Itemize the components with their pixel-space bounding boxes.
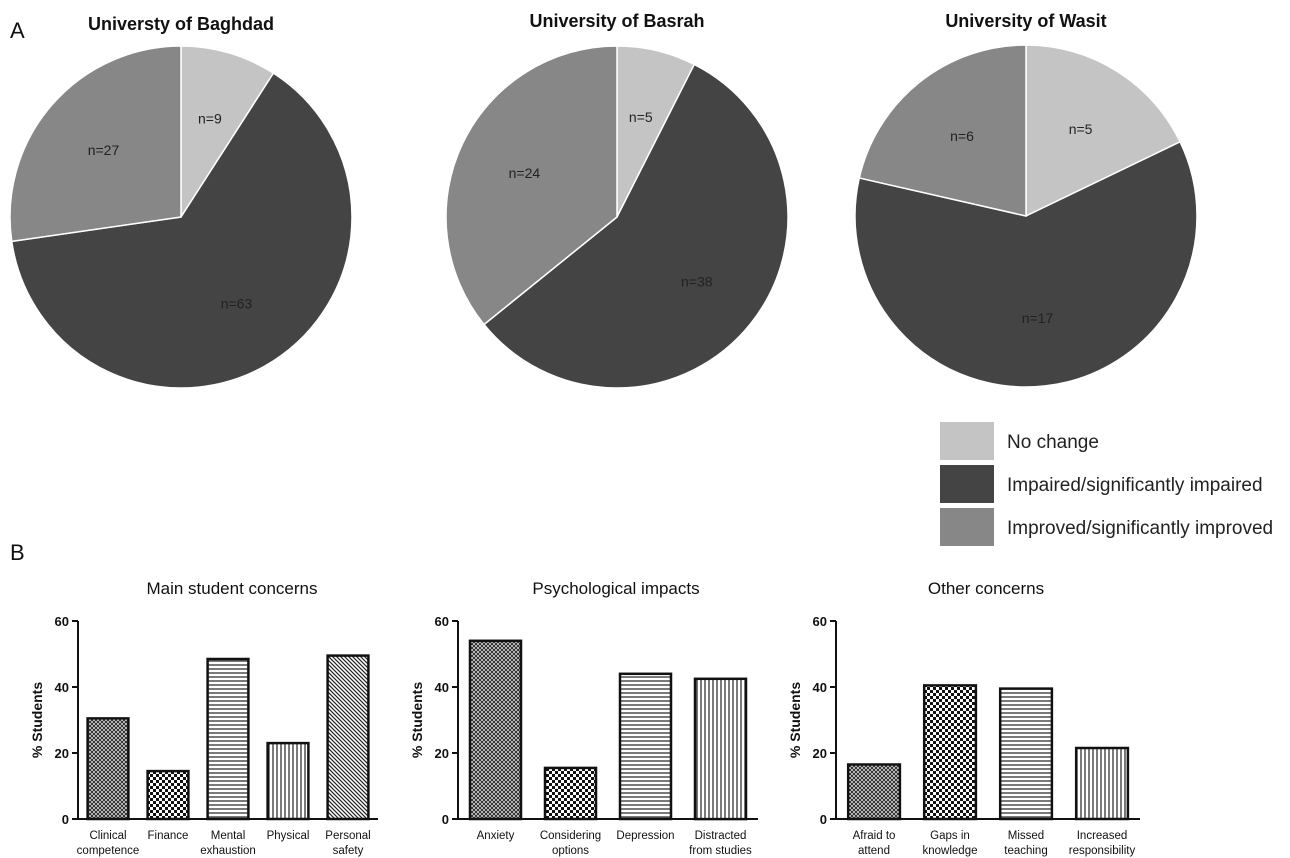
bar — [618, 672, 673, 821]
x-category-label: Distracted from studies — [689, 830, 752, 857]
bar — [86, 717, 130, 821]
x-category-label: Depression — [616, 830, 674, 842]
bar — [998, 687, 1054, 821]
legend-item: Impaired/significantly impaired — [940, 465, 1263, 503]
pie-chart: Universty of Baghdad n=9 n=63 n=27 — [9, 14, 353, 389]
pie-slice-improved — [445, 45, 618, 326]
y-tick-label: 0 — [62, 812, 69, 827]
legend-swatch — [940, 465, 994, 503]
bar-chart: Other concerns % Students 0 20 40 60 Afraid to… — [787, 579, 1140, 857]
bar-charts: Main student concerns % Students 0 20 40 60 Cl… — [29, 579, 1140, 857]
y-axis-label: % Students — [787, 682, 803, 758]
y-tick-label: 60 — [435, 614, 449, 629]
panel-label-b: B — [10, 540, 25, 565]
x-category-label: Mental exhaustion — [200, 830, 256, 857]
x-category-label: Finance — [148, 830, 189, 842]
pie-slice-improved — [9, 45, 182, 243]
legend-swatch — [940, 508, 994, 546]
legend-item: No change — [940, 422, 1099, 460]
y-tick-label: 60 — [813, 614, 827, 629]
y-axis-label: % Students — [29, 682, 45, 758]
bar-chart-title: Other concerns — [928, 579, 1044, 598]
bar-chart: Main student concerns % Students 0 20 40 60 Cl… — [29, 579, 378, 857]
y-tick-label: 60 — [55, 614, 69, 629]
y-tick-label: 40 — [435, 680, 449, 695]
pie-title: University of Basrah — [529, 11, 704, 31]
slice-count-label: n=5 — [629, 109, 653, 125]
legend-label: No change — [1007, 432, 1099, 453]
bar — [146, 769, 190, 821]
bar-chart-title: Psychological impacts — [532, 579, 699, 598]
pie-title: University of Wasit — [945, 11, 1106, 31]
y-tick-label: 20 — [55, 746, 69, 761]
bar — [206, 657, 250, 821]
bar — [266, 741, 310, 821]
pie-chart: University of Wasit n=5 n=17 n=6 — [854, 11, 1198, 388]
x-category-label: Personal safety — [325, 830, 370, 857]
pie-charts: Universty of Baghdad n=9 n=63 n=27 Universit… — [9, 11, 1198, 389]
x-category-label: Considering options — [540, 830, 601, 857]
bar — [846, 763, 902, 821]
bar-chart-title: Main student concerns — [146, 579, 317, 598]
x-category-label: Clinical competence — [77, 830, 140, 857]
pie-slice-no-change — [180, 45, 275, 220]
slice-count-label: n=38 — [681, 274, 713, 290]
x-category-label: Gaps in knowledge — [923, 830, 978, 857]
legend-label: Impaired/significantly impaired — [1007, 475, 1263, 496]
x-category-label: Physical — [267, 830, 310, 842]
y-tick-label: 40 — [813, 680, 827, 695]
legend-swatch — [940, 422, 994, 460]
bar — [1074, 746, 1130, 821]
pie-slice-impaired — [482, 63, 789, 389]
legend-item: Improved/significantly improved — [940, 508, 1273, 546]
bar — [922, 684, 978, 821]
pie-slice-impaired — [10, 72, 353, 389]
slice-count-label: n=63 — [221, 295, 253, 311]
slice-count-label: n=24 — [509, 165, 541, 181]
slice-count-label: n=6 — [950, 128, 974, 144]
x-category-label: Afraid to attend — [853, 830, 896, 857]
legend-label: Improved/significantly improved — [1007, 518, 1273, 539]
slice-count-label: n=9 — [198, 111, 222, 127]
slice-count-label: n=5 — [1069, 121, 1093, 137]
pie-slice-impaired — [854, 140, 1198, 388]
y-tick-label: 20 — [435, 746, 449, 761]
slice-count-label: n=27 — [88, 142, 120, 158]
pie-title: Universty of Baghdad — [88, 14, 274, 34]
y-axis-label: % Students — [409, 682, 425, 758]
legend: No change Impaired/significantly impaired… — [940, 422, 1273, 546]
y-tick-label: 40 — [55, 680, 69, 695]
pie-slice-no-change — [1025, 44, 1182, 218]
y-tick-label: 20 — [813, 746, 827, 761]
x-category-label: Increased responsibility — [1069, 830, 1136, 857]
bar — [326, 654, 370, 821]
pie-slice-improved — [858, 44, 1027, 217]
bar — [468, 639, 523, 821]
bar — [693, 677, 748, 821]
bar-chart: Psychological impacts % Students 0 20 40 60 An… — [409, 579, 758, 857]
pie-chart: University of Basrah n=5 n=38 n=24 — [445, 11, 789, 389]
y-tick-label: 0 — [442, 812, 449, 827]
x-category-label: Missed teaching — [1004, 830, 1047, 857]
bar — [543, 766, 598, 821]
x-category-label: Anxiety — [477, 830, 515, 842]
panel-label-a: A — [10, 18, 25, 43]
y-tick-label: 0 — [820, 812, 827, 827]
slice-count-label: n=17 — [1022, 310, 1054, 326]
